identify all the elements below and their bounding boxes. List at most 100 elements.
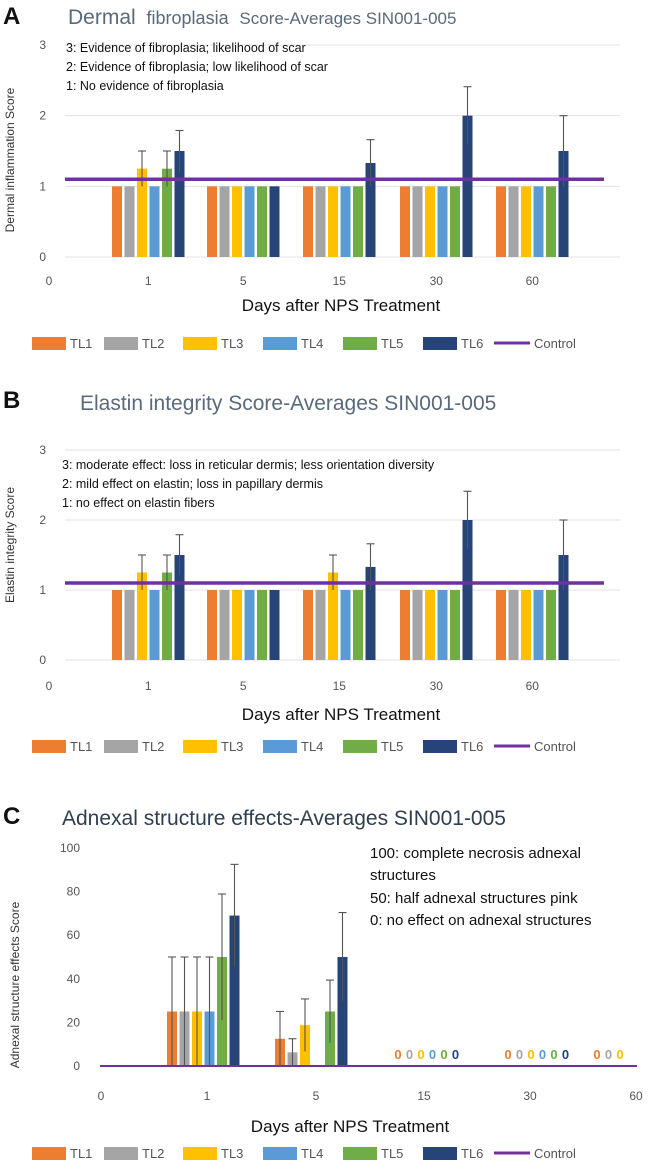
y-axis-label-b: Elastin integrity Score xyxy=(3,487,17,603)
bar-b-TL3-5 xyxy=(232,590,242,660)
legend-label-a-TL6: TL6 xyxy=(461,336,483,351)
bar-b-TL2-30 xyxy=(412,590,423,660)
legend-label-c-TL5: TL5 xyxy=(381,1146,403,1161)
legend-label-a-Control: Control xyxy=(534,336,576,351)
bar-a-TL3-5 xyxy=(232,186,242,257)
x-tick-c-4: 60 xyxy=(629,1089,643,1103)
bar-a-TL6-30 xyxy=(462,115,473,258)
bar-b-TL2-5 xyxy=(219,590,230,660)
bar-b-TL3-15 xyxy=(328,572,338,660)
y-tick-b-0: 0 xyxy=(39,653,46,667)
bar-b-TL1-30 xyxy=(400,590,410,660)
bars-c xyxy=(167,915,348,1066)
x-axis-label-a: Days after NPS Treatment xyxy=(242,296,441,315)
x-axis-label-b: Days after NPS Treatment xyxy=(242,705,441,724)
y-axis-label-c: Adnexal structure effects Score xyxy=(8,901,22,1068)
x-tick-a-0: 1 xyxy=(145,274,152,288)
x-tick-c-2: 15 xyxy=(417,1089,431,1103)
legend-label-c-TL6: TL6 xyxy=(461,1146,483,1161)
bar-b-TL4-5 xyxy=(244,590,255,660)
bar-a-TL2-5 xyxy=(219,186,230,257)
error-bars-a xyxy=(138,86,568,187)
annotation-c-1: 100: complete necrosis adnexal xyxy=(370,845,581,862)
bar-a-TL4-5 xyxy=(244,186,255,257)
bar-a-TL6-5 xyxy=(269,186,280,257)
y-tick-c-2: 40 xyxy=(67,972,81,986)
bar-a-TL5-30 xyxy=(450,186,460,257)
zero-label-c-1-5: 0 xyxy=(562,1047,569,1062)
legend-swatch-a-TL2 xyxy=(104,337,138,350)
legend-label-c-TL3: TL3 xyxy=(221,1146,243,1161)
bar-a-TL2-60 xyxy=(508,186,519,257)
chart-title-b: Elastin integrity Score-Averages SIN001-… xyxy=(80,392,496,415)
x-tick-b-0: 1 xyxy=(145,679,152,693)
y-tick-a-2: 2 xyxy=(39,109,46,123)
zero-label-c-0-5: 0 xyxy=(452,1047,459,1062)
bar-b-TL5-5 xyxy=(257,590,267,660)
legend-label-c-TL4: TL4 xyxy=(301,1146,323,1161)
legend-swatch-c-TL6 xyxy=(423,1147,457,1160)
legend-label-a-TL1: TL1 xyxy=(70,336,92,351)
x-axis-label-c: Days after NPS Treatment xyxy=(251,1117,450,1136)
zero-label-c-1-3: 0 xyxy=(539,1047,546,1062)
panel-c: C Adnexal structure effects-Averages SIN… xyxy=(0,760,650,1165)
bar-b-TL6-1 xyxy=(174,555,185,660)
annotation-c-4: 0: no effect on adnexal structures xyxy=(370,912,592,929)
legend-label-b-TL2: TL2 xyxy=(142,739,164,754)
bar-a-TL3-1 xyxy=(137,168,147,257)
bar-c-TL6-1 xyxy=(229,915,240,1066)
y-ticks-c: 0 20 40 60 80 100 xyxy=(60,841,80,1073)
chart-title-a-part2: fibroplasia xyxy=(147,8,230,28)
zero-label-c-0-1: 0 xyxy=(406,1047,413,1062)
annotation-b-3: 1: no effect on elastin fibers xyxy=(62,496,215,510)
legend-label-a-TL5: TL5 xyxy=(381,336,403,351)
legend-label-a-TL2: TL2 xyxy=(142,336,164,351)
legend-label-b-TL5: TL5 xyxy=(381,739,403,754)
legend-label-a-TL4: TL4 xyxy=(301,336,323,351)
zero-label-c-0-0: 0 xyxy=(394,1047,401,1062)
legend-label-c-TL2: TL2 xyxy=(142,1146,164,1161)
chart-a-svg: A Dermal fibroplasia Score-Averages SIN0… xyxy=(3,3,620,351)
y-axis-label-a: Dermal inflammation Score xyxy=(3,87,17,232)
zero-label-c-0-4: 0 xyxy=(440,1047,447,1062)
bar-b-TL6-15 xyxy=(365,566,376,660)
y-tick-c-3: 60 xyxy=(67,928,81,942)
bar-a-TL1-5 xyxy=(207,186,217,257)
annotation-c-2: structures xyxy=(370,867,436,884)
chart-title-a-part1: Dermal xyxy=(68,6,136,29)
bars-b xyxy=(112,520,569,660)
legend-label-c-Control: Control xyxy=(534,1146,576,1161)
bar-b-TL5-30 xyxy=(450,590,460,660)
bar-b-TL1-5 xyxy=(207,590,217,660)
bar-b-TL1-15 xyxy=(303,590,313,660)
bar-b-TL4-1 xyxy=(149,590,160,660)
bar-b-TL3-60 xyxy=(521,590,531,660)
legend-swatch-b-TL2 xyxy=(104,740,138,753)
zero-label-c-0-2: 0 xyxy=(417,1047,424,1062)
bar-b-TL2-1 xyxy=(124,590,135,660)
bar-b-TL6-30 xyxy=(462,520,473,660)
bar-b-TL1-1 xyxy=(112,590,122,660)
legend-label-c-TL1: TL1 xyxy=(70,1146,92,1161)
x-tick-origin-a: 0 xyxy=(46,274,53,288)
annotation-a-1: 3: Evidence of fibroplasia; likelihood o… xyxy=(66,41,306,55)
legend-label-b-TL3: TL3 xyxy=(221,739,243,754)
annotation-a-3: 1: No evidence of fibroplasia xyxy=(66,79,224,93)
legend-swatch-c-TL1 xyxy=(32,1147,66,1160)
legend-label-a-TL3: TL3 xyxy=(221,336,243,351)
y-tick-c-1: 20 xyxy=(67,1015,81,1029)
legend-c: TL1 TL2 TL3 TL4 TL5 TL6 Control xyxy=(32,1146,576,1161)
legend-swatch-a-TL5 xyxy=(343,337,377,350)
legend-label-b-TL4: TL4 xyxy=(301,739,323,754)
legend-swatch-c-TL5 xyxy=(343,1147,377,1160)
panel-label-c: C xyxy=(3,803,20,830)
bar-a-TL4-60 xyxy=(533,186,544,257)
panel-label-a: A xyxy=(3,3,20,30)
panel-label-b: B xyxy=(3,387,20,414)
bar-a-TL1-60 xyxy=(496,186,506,257)
bars-a xyxy=(112,115,569,258)
legend-swatch-a-TL6 xyxy=(423,337,457,350)
y-tick-a-1: 1 xyxy=(39,179,46,193)
legend-b: TL1 TL2 TL3 TL4 TL5 TL6 Control xyxy=(32,739,576,754)
bar-b-TL2-15 xyxy=(315,590,326,660)
